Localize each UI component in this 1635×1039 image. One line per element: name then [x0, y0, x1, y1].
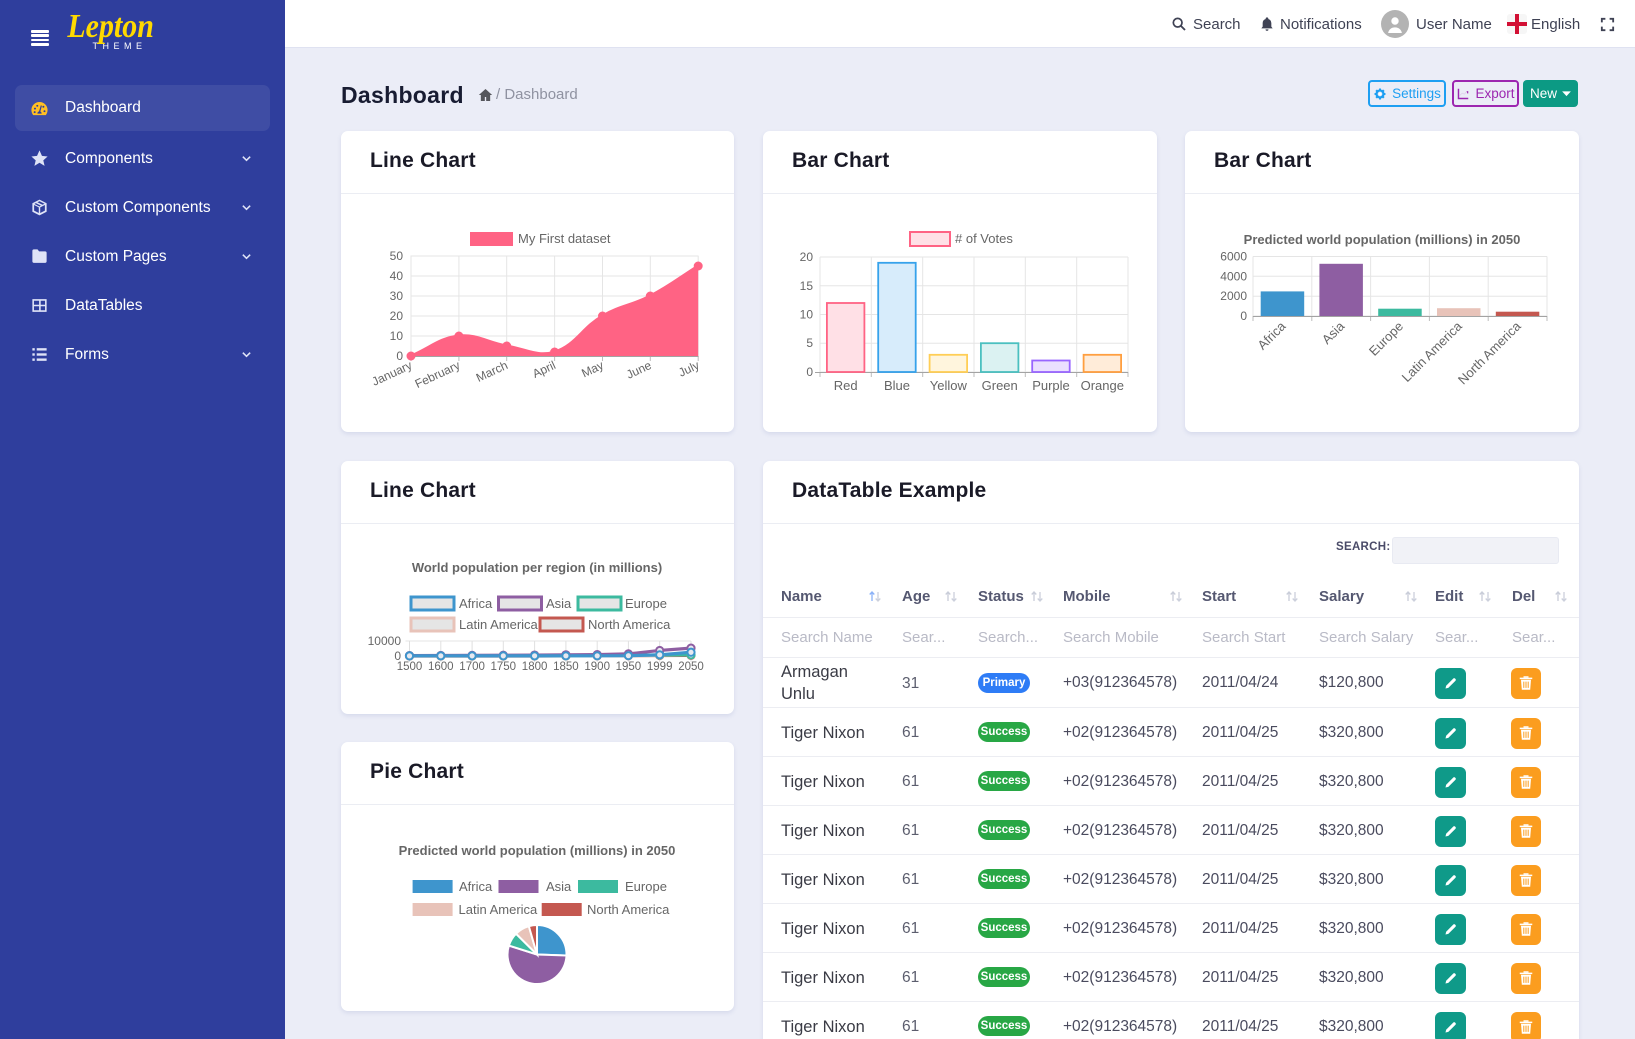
svg-text:Orange: Orange: [1081, 378, 1124, 393]
svg-text:2050: 2050: [678, 661, 704, 673]
svg-text:Yellow: Yellow: [930, 378, 968, 393]
svg-text:1800: 1800: [522, 661, 548, 673]
svg-text:Predicted world population (mi: Predicted world population (millions) in…: [399, 843, 676, 858]
svg-text:20: 20: [800, 250, 814, 264]
svg-text:Predicted world population (mi: Predicted world population (millions) in…: [1244, 232, 1521, 247]
svg-text:1500: 1500: [397, 661, 423, 673]
svg-text:Green: Green: [982, 378, 1018, 393]
svg-text:June: June: [624, 358, 654, 382]
svg-text:1999: 1999: [647, 661, 673, 673]
svg-text:Latin America: Latin America: [1399, 318, 1466, 385]
svg-text:Purple: Purple: [1032, 378, 1070, 393]
svg-text:1600: 1600: [428, 661, 454, 673]
svg-text:10: 10: [390, 329, 404, 343]
svg-text:Africa: Africa: [459, 879, 493, 894]
svg-text:15: 15: [800, 279, 814, 293]
svg-text:Latin America: Latin America: [459, 902, 539, 917]
svg-text:July: July: [676, 358, 701, 380]
svg-text:Latin America: Latin America: [459, 617, 539, 632]
svg-text:Africa: Africa: [459, 596, 493, 611]
svg-text:April: April: [530, 358, 558, 381]
svg-text:10000: 10000: [368, 634, 402, 648]
svg-text:Africa: Africa: [1254, 318, 1289, 353]
svg-text:Blue: Blue: [884, 378, 910, 393]
svg-text:4000: 4000: [1220, 269, 1247, 283]
svg-text:May: May: [579, 358, 605, 380]
svg-text:1700: 1700: [459, 661, 485, 673]
svg-text:1950: 1950: [616, 661, 642, 673]
svg-text:February: February: [413, 358, 462, 391]
svg-text:6000: 6000: [1220, 250, 1247, 264]
svg-text:0: 0: [394, 649, 401, 663]
svg-text:Europe: Europe: [1366, 319, 1406, 359]
svg-text:1900: 1900: [584, 661, 610, 673]
svg-text:North America: North America: [1455, 318, 1524, 387]
svg-text:50: 50: [390, 249, 404, 263]
svg-text:Europe: Europe: [625, 596, 667, 611]
svg-text:5: 5: [806, 336, 813, 350]
svg-text:2000: 2000: [1220, 289, 1247, 303]
svg-text:North America: North America: [588, 617, 671, 632]
svg-text:North America: North America: [587, 902, 670, 917]
svg-text:# of Votes: # of Votes: [955, 231, 1013, 246]
svg-text:1750: 1750: [491, 661, 517, 673]
svg-text:0: 0: [1240, 309, 1247, 323]
svg-text:1850: 1850: [553, 661, 579, 673]
svg-text:Asia: Asia: [546, 596, 572, 611]
svg-text:20: 20: [390, 309, 404, 323]
svg-text:Asia: Asia: [1319, 318, 1348, 347]
svg-text:Red: Red: [834, 378, 858, 393]
svg-text:My First dataset: My First dataset: [518, 231, 611, 246]
svg-text:March: March: [474, 358, 510, 385]
svg-text:0: 0: [396, 349, 403, 363]
svg-text:30: 30: [390, 289, 404, 303]
svg-text:10: 10: [800, 308, 814, 322]
svg-text:0: 0: [806, 365, 813, 379]
svg-text:Asia: Asia: [546, 879, 572, 894]
svg-text:40: 40: [390, 269, 404, 283]
svg-text:January: January: [370, 358, 415, 389]
svg-text:Europe: Europe: [625, 879, 667, 894]
svg-text:World population per region (i: World population per region (in millions…: [412, 560, 662, 575]
